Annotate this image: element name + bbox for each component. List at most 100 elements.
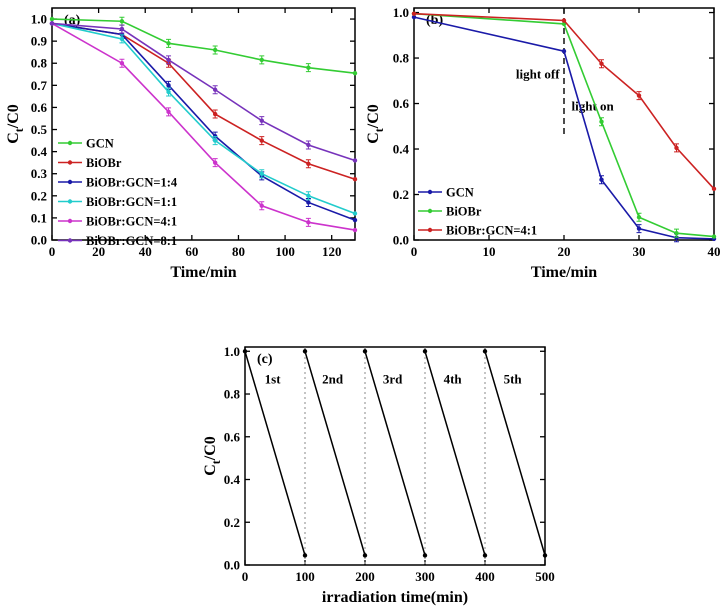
- chart-a-y-tick-label: 0.4: [31, 144, 48, 159]
- chart-b-x-axis-label: Time/min: [531, 264, 597, 281]
- chart-b-error-bar: [636, 91, 642, 101]
- chart-a-error-bar: [305, 191, 311, 201]
- chart-a-legend-label-gcn: GCN: [86, 137, 114, 151]
- chart-a-legend-label-biobr: BiOBr: [86, 156, 122, 170]
- chart-a-x-tick-label: 0: [49, 244, 56, 259]
- chart-a-x-tick-label: 60: [185, 244, 198, 259]
- chart-a-error-bar: [166, 38, 172, 48]
- chart-a-x-tick-label: 20: [92, 244, 105, 259]
- chart-c-x-tick-label: 200: [355, 569, 375, 584]
- chart-b-annotation-light-off: light off: [516, 67, 560, 82]
- chart-c-cycle-line-2: [304, 351, 366, 556]
- chart-a-x-tick-label: 40: [139, 244, 152, 259]
- chart-a-y-tick-label: 0.3: [31, 166, 48, 181]
- chart-a-point-biobr-gcn-8-1: [49, 21, 55, 26]
- chart-b-point-gcn: [411, 14, 417, 20]
- chart-a-error-bar: [259, 136, 265, 146]
- chart-a-legend-marker-biobr-gcn-1-1: [67, 199, 73, 204]
- chart-c-y-tick-label: 0.8: [224, 387, 241, 402]
- chart-c-y-tick-label: 0.4: [224, 472, 241, 487]
- chart-b-x-tick-label: 0: [411, 244, 418, 259]
- chart-a-y-tick-label: 0.9: [31, 34, 48, 49]
- chart-a-error-bar: [259, 201, 265, 211]
- chart-b-annotation-light-on: light on: [572, 98, 615, 113]
- chart-c-cycle-label-2: 2nd: [322, 371, 344, 386]
- chart-c-x-tick-label: 100: [295, 569, 315, 584]
- chart-b: 0 10 20 30 40 0.0 0.2 0.4 0.6 0.8 1.0 Time/min Ct/C0…: [365, 5, 721, 281]
- chart-c-cycle-end-point: [422, 553, 428, 558]
- chart-a-error-bar: [212, 136, 218, 146]
- chart-a-plot-frame: [51, 7, 356, 241]
- chart-a-error-bar: [166, 87, 172, 97]
- chart-c-y-tick-label: 0.0: [224, 558, 240, 573]
- chart-c-cycle-label-1: 1st: [265, 371, 282, 386]
- chart-a-y-tick-label: 0.6: [31, 100, 48, 115]
- chart-c-plot-frame: [244, 346, 546, 566]
- chart-c-cycle-end-point: [302, 553, 308, 558]
- chart-a-error-bar: [166, 107, 172, 117]
- chart-a-legend-marker-biobr: [67, 160, 73, 165]
- chart-c: 0 100 200 300 400 500 0.0 0.2 0.4 0.6 0.8 1.0 irradi…: [202, 344, 555, 606]
- chart-a-error-bar: [305, 63, 311, 73]
- chart-c-y-tick-label: 0.6: [224, 429, 241, 444]
- chart-b-y-tick-label: 0.6: [393, 96, 410, 111]
- chart-c-cycle-start-point: [482, 349, 488, 354]
- chart-a-y-tick-label: 0.5: [31, 122, 48, 137]
- chart-a-error-bar: [259, 169, 265, 179]
- chart-b-point-biobr-gcn-4-1: [411, 11, 417, 16]
- chart-a-error-bar: [119, 34, 125, 44]
- chart-a-x-axis-label: Time/min: [170, 264, 236, 281]
- chart-a-error-bar: [166, 55, 172, 65]
- chart-c-cycle-end-point: [362, 553, 368, 558]
- chart-a-series-line-biobr-gcn-1-4: [51, 22, 356, 221]
- chart-b-x-tick-label: 30: [633, 244, 646, 259]
- chart-b-error-bar: [599, 175, 604, 185]
- chart-b-error-bar: [636, 224, 642, 234]
- chart-c-cycle-label-5: 5th: [504, 371, 523, 386]
- chart-c-cycle-end-point: [482, 553, 488, 558]
- chart-b-series-line-biobr: [413, 12, 715, 238]
- chart-a-y-axis-label: Ct/C0: [5, 104, 26, 144]
- chart-b-x-tick-label: 40: [708, 244, 721, 259]
- chart-b-legend-label-biobr: BiOBr: [446, 205, 482, 219]
- chart-b-point-gcn: [561, 49, 567, 54]
- chart-c-cycle-line-1: [244, 351, 306, 556]
- chart-c-x-axis-label: irradiation time(min): [322, 589, 468, 606]
- chart-b-y-tick-label: 0.0: [393, 233, 409, 248]
- chart-b-error-bar: [599, 117, 604, 127]
- chart-a-error-bar: [119, 24, 125, 34]
- chart-a-legend-marker-biobr-gcn-8-1: [67, 238, 73, 243]
- chart-a-error-bar: [119, 58, 125, 68]
- chart-a-error-bar: [259, 55, 265, 65]
- chart-b-legend-marker-biobr-gcn-4-1: [427, 227, 433, 233]
- chart-a-point-biobr-gcn-4-1: [352, 227, 358, 233]
- chart-b-legend-marker-gcn: [427, 189, 433, 195]
- chart-b-error-bar: [636, 212, 642, 222]
- chart-c-y-tick-label: 1.0: [224, 344, 240, 359]
- chart-a-y-tick-label: 0.7: [31, 78, 48, 93]
- chart-a-error-bar: [212, 45, 218, 55]
- chart-a-point-biobr-gcn-1-1: [352, 211, 358, 216]
- chart-a-legend-label-biobr-gcn-1-1: BiOBr:GCN=1:1: [86, 195, 177, 209]
- chart-c-panel-label: (c): [257, 352, 273, 367]
- chart-b-error-bar: [674, 143, 679, 153]
- chart-b-legend-label-gcn: GCN: [446, 186, 474, 200]
- chart-a-point-biobr-gcn-1-4: [352, 217, 358, 223]
- chart-c-y-axis-label: Ct/C0: [202, 436, 223, 476]
- chart-a-error-bar: [212, 109, 218, 119]
- chart-c-cycle-label-4: 4th: [444, 371, 463, 386]
- chart-c-x-tick-label: 500: [535, 569, 555, 584]
- chart-b-series-line-biobr-gcn-4-1: [413, 12, 715, 190]
- chart-a-error-bar: [212, 158, 218, 168]
- chart-a-x-tick-label: 120: [322, 244, 342, 259]
- chart-b-panel-label: (b): [426, 13, 443, 28]
- chart-a-point-gcn: [352, 70, 358, 76]
- chart-c-cycle-label-3: 3rd: [383, 371, 403, 386]
- chart-c-cycle-line-5: [484, 351, 546, 556]
- chart-c-cycle-start-point: [242, 349, 248, 354]
- chart-c-cycle-start-point: [302, 349, 308, 354]
- chart-b-point-biobr-gcn-4-1: [561, 18, 567, 23]
- chart-a-point-biobr-gcn-8-1: [352, 158, 358, 163]
- chart-b-y-tick-label: 0.4: [393, 142, 410, 157]
- chart-a-x-tick-label: 100: [275, 244, 295, 259]
